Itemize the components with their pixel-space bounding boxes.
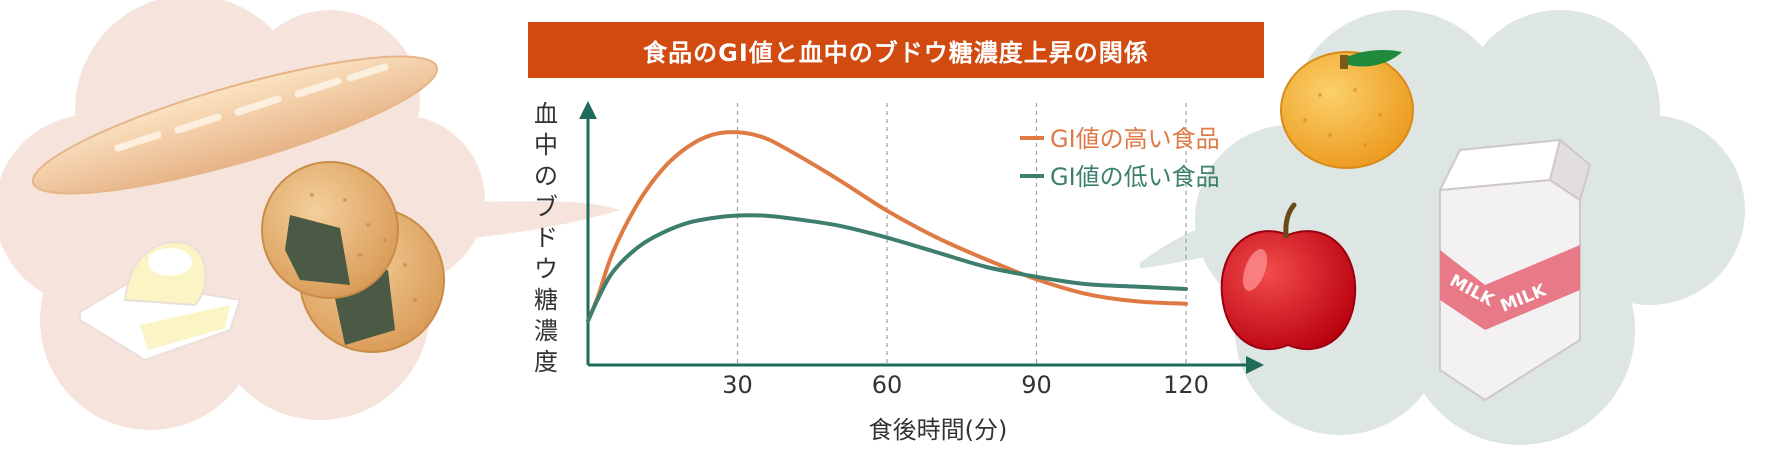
rice-cracker-icon xyxy=(261,161,445,353)
x-axis-label: 食後時間(分) xyxy=(869,416,1008,444)
high-gi-foods-illustration xyxy=(0,0,620,430)
x-tick-labels: 30 60 90 120 xyxy=(722,371,1209,399)
series-lines xyxy=(586,130,1188,323)
legend-label-1: GI値の低い食品 xyxy=(1050,163,1220,191)
rice-ball-icon xyxy=(79,241,242,362)
series-line-0 xyxy=(586,130,1188,323)
orange-icon xyxy=(1280,50,1414,169)
x-tick-label-30: 30 xyxy=(722,371,753,399)
apple-icon xyxy=(1220,202,1357,351)
series-line-1 xyxy=(586,213,1188,323)
milk-carton-icon: MILK MILK xyxy=(1438,138,1592,402)
x-tick-label-90: 90 xyxy=(1021,371,1052,399)
bread-icon xyxy=(31,55,439,195)
x-tick-label-60: 60 xyxy=(872,371,903,399)
legend: GI値の高い食品 GI値の低い食品 xyxy=(1020,125,1220,191)
x-tick-label-120: 120 xyxy=(1163,371,1209,399)
legend-label-0: GI値の高い食品 xyxy=(1050,125,1220,153)
low-gi-foods-illustration: MILK MILK xyxy=(1140,10,1745,445)
y-axis-label-text: 血中のブドウ糖濃度 xyxy=(534,100,558,376)
vertical-gridlines xyxy=(736,103,1187,365)
y-axis-label: 血中のブドウ糖濃度 xyxy=(534,100,558,376)
chart-title: 食品のGI値と血中のブドウ糖濃度上昇の関係 xyxy=(528,22,1264,78)
